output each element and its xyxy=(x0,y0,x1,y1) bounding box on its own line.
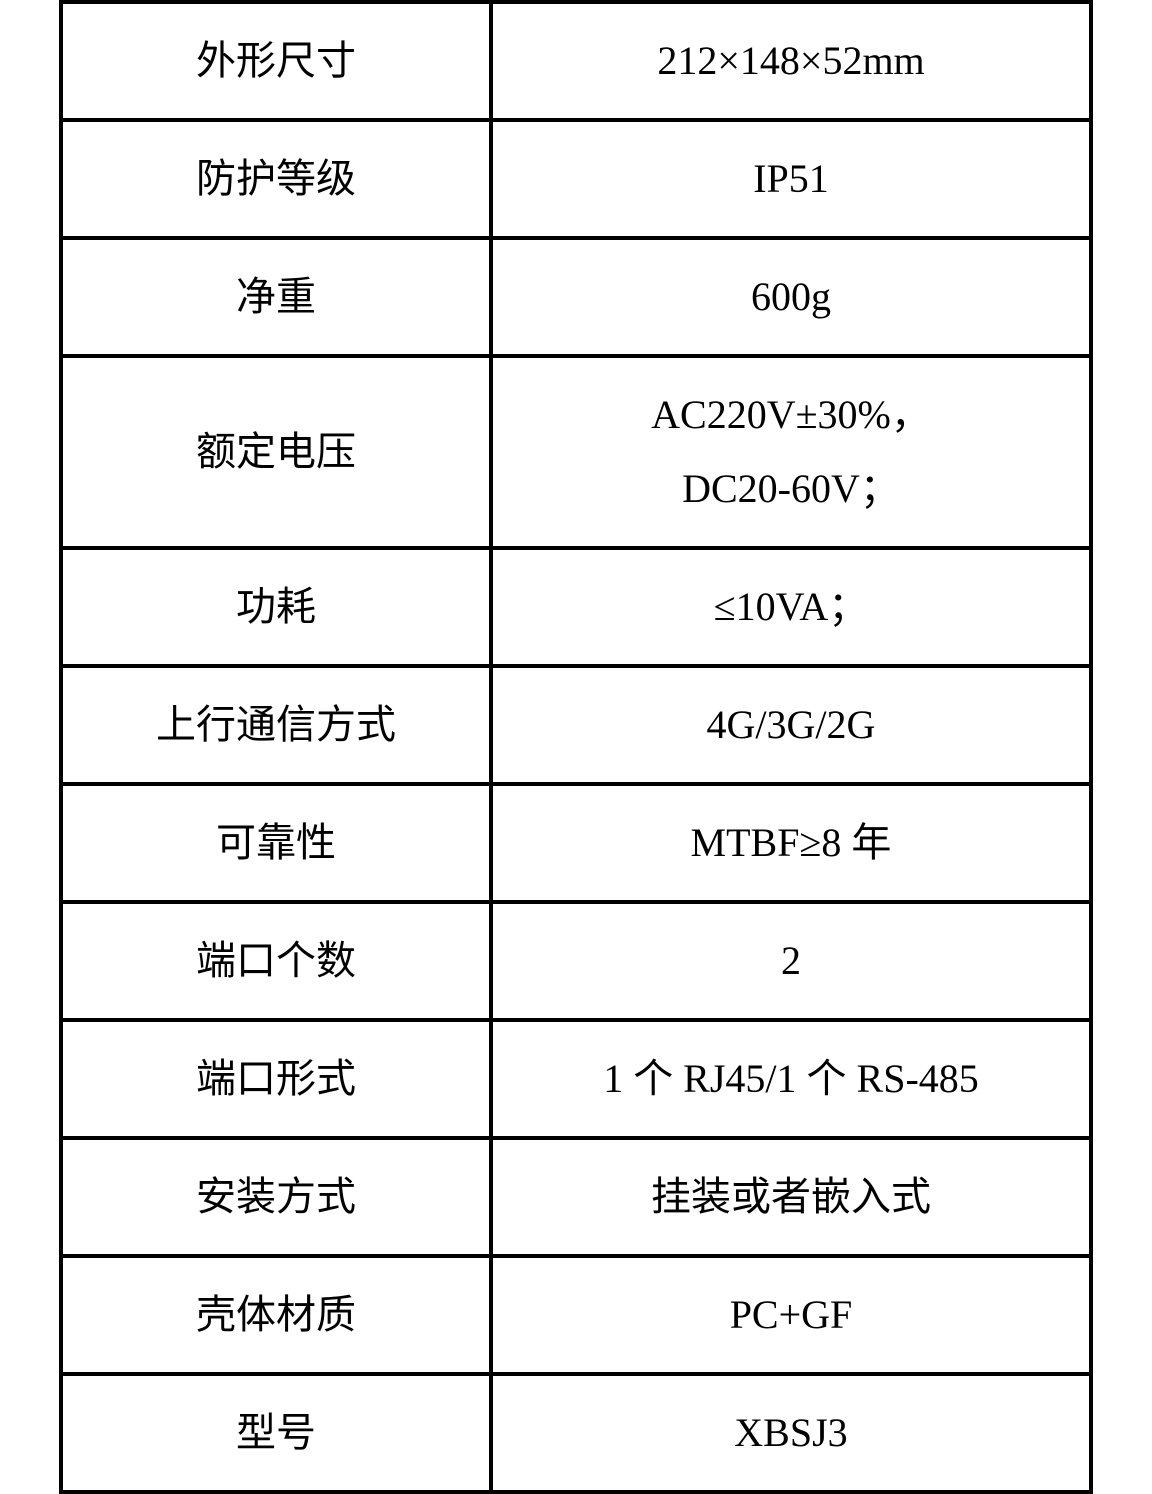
spec-label: 防护等级 xyxy=(61,120,491,238)
spec-value: MTBF≥8 年 xyxy=(491,784,1091,902)
spec-value: 4G/3G/2G xyxy=(491,666,1091,784)
table-row: 端口形式 1 个 RJ45/1 个 RS-485 xyxy=(61,1020,1091,1138)
spec-value: 600g xyxy=(491,238,1091,356)
table-row: 型号 XBSJ3 xyxy=(61,1374,1091,1492)
spec-value: AC220V±30%，DC20-60V； xyxy=(491,356,1091,548)
table-row: 壳体材质 PC+GF xyxy=(61,1256,1091,1374)
spec-value: ≤10VA； xyxy=(491,548,1091,666)
spec-value: 挂装或者嵌入式 xyxy=(491,1138,1091,1256)
table-row: 安装方式 挂装或者嵌入式 xyxy=(61,1138,1091,1256)
spec-label: 型号 xyxy=(61,1374,491,1492)
spec-value: 1 个 RJ45/1 个 RS-485 xyxy=(491,1020,1091,1138)
table-row: 端口个数 2 xyxy=(61,902,1091,1020)
spec-label: 壳体材质 xyxy=(61,1256,491,1374)
spec-label: 端口个数 xyxy=(61,902,491,1020)
spec-value: 2 xyxy=(491,902,1091,1020)
table-row: 可靠性 MTBF≥8 年 xyxy=(61,784,1091,902)
table-row: 功耗 ≤10VA； xyxy=(61,548,1091,666)
spec-label: 净重 xyxy=(61,238,491,356)
spec-label: 额定电压 xyxy=(61,356,491,548)
page: 外形尺寸 212×148×52mm 防护等级 IP51 净重 600g 额定电压… xyxy=(0,0,1152,1494)
table-row: 上行通信方式 4G/3G/2G xyxy=(61,666,1091,784)
spec-label: 上行通信方式 xyxy=(61,666,491,784)
table-row: 防护等级 IP51 xyxy=(61,120,1091,238)
spec-label: 外形尺寸 xyxy=(61,2,491,120)
table-row: 额定电压 AC220V±30%，DC20-60V； xyxy=(61,356,1091,548)
spec-value: XBSJ3 xyxy=(491,1374,1091,1492)
spec-value: PC+GF xyxy=(491,1256,1091,1374)
spec-label: 安装方式 xyxy=(61,1138,491,1256)
spec-value: 212×148×52mm xyxy=(491,2,1091,120)
table-row: 净重 600g xyxy=(61,238,1091,356)
spec-table: 外形尺寸 212×148×52mm 防护等级 IP51 净重 600g 额定电压… xyxy=(59,0,1093,1494)
spec-label: 可靠性 xyxy=(61,784,491,902)
spec-label: 端口形式 xyxy=(61,1020,491,1138)
spec-label: 功耗 xyxy=(61,548,491,666)
spec-value: IP51 xyxy=(491,120,1091,238)
table-row: 外形尺寸 212×148×52mm xyxy=(61,2,1091,120)
